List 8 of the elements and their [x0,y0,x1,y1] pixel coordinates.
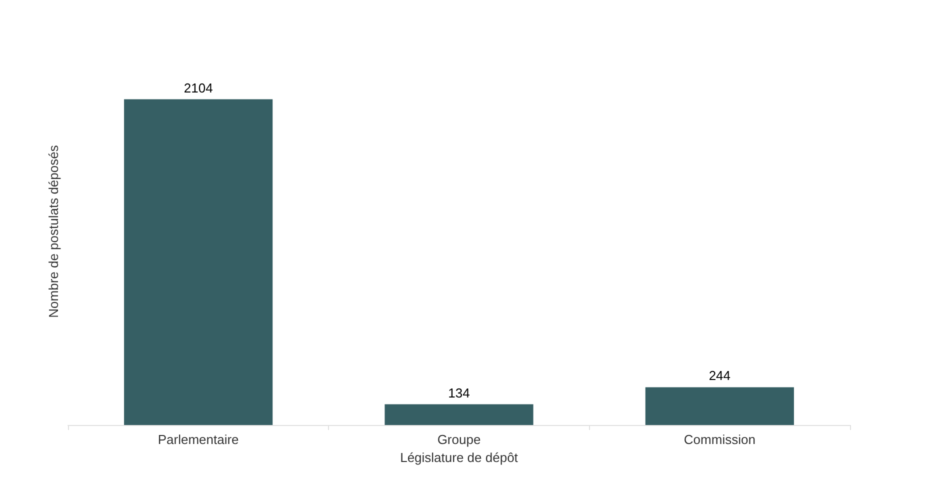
x-tick-label: Parlementaire [158,432,239,447]
x-tick-label: Groupe [437,432,481,447]
y-axis-title: Nombre de postulats déposés [46,144,61,318]
data-label: 244 [708,368,731,384]
x-axis-title: Législature de dépôt [400,450,518,465]
data-label: 134 [448,385,470,400]
x-tick-label: Commission [684,432,756,447]
data-label: 2104 [184,80,213,96]
